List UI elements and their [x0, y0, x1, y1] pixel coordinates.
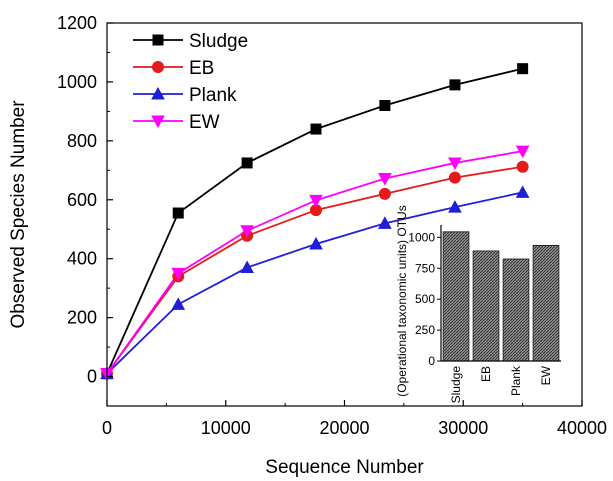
data-point-eb [378, 187, 391, 200]
inset-bar-chart: 0 250 500 750 1000 Sludge EB Plank EW (Operatio… [395, 205, 561, 403]
series-markers [100, 63, 530, 381]
data-point-eb [448, 171, 461, 184]
y-axis-label: Observed Species Number [8, 100, 29, 329]
y-tick-label: 800 [67, 131, 97, 151]
inset-x-tick-label: Sludge [449, 366, 463, 404]
inset-y-axis-label: (Operational taxonomic units) OTUs [395, 205, 409, 396]
x-tick-label: 30000 [438, 418, 488, 438]
data-point-ew [515, 145, 530, 159]
inset-y-tick-label: 0 [428, 354, 435, 368]
inset-x-tick-label: EB [479, 366, 493, 382]
legend: Sludge EB Plank EW [133, 31, 248, 133]
legend-marker-plank [151, 86, 165, 100]
y-tick-label: 1200 [57, 13, 97, 33]
inset-y-tick-label: 1000 [408, 230, 435, 244]
data-point-ew [240, 225, 254, 238]
data-point-plank [171, 297, 186, 310]
inset-bar-eb [472, 250, 500, 362]
legend-marker-sludge [152, 34, 164, 46]
data-point-sludge [449, 79, 461, 91]
x-tick-label: 40000 [557, 418, 607, 438]
inset-y-ticks: 0 250 500 750 1000 [408, 230, 441, 368]
inset-bar-sludge [442, 231, 470, 362]
inset-y-tick-label: 750 [415, 261, 435, 275]
inset-axes [440, 225, 561, 362]
data-point-sludge [310, 123, 322, 135]
legend-label-plank: Plank [189, 85, 237, 106]
y-tick-label: 400 [67, 249, 97, 269]
legend-marker-eb [152, 61, 164, 73]
data-point-plank [448, 200, 462, 213]
data-point-eb [516, 160, 529, 173]
legend-label-ew: EW [189, 112, 220, 133]
legend-marker-ew [151, 115, 165, 129]
data-point-plank [515, 185, 530, 198]
inset-bar-plank [502, 258, 530, 362]
y-tick-label: 0 [87, 367, 97, 387]
inset-y-tick-label: 250 [415, 323, 435, 337]
data-point-ew [309, 194, 323, 208]
inset-x-ticks: Sludge EB Plank EW [449, 365, 553, 403]
inset-bars [442, 231, 560, 362]
data-point-plank [378, 216, 392, 229]
legend-label-sludge: Sludge [189, 31, 248, 52]
x-tick-label: 10000 [201, 418, 251, 438]
data-point-ew [378, 173, 392, 186]
y-tick-label: 1000 [57, 72, 97, 92]
x-tick-label: 20000 [319, 418, 369, 438]
data-point-plank [240, 260, 254, 274]
data-point-sludge [241, 157, 253, 169]
data-point-sludge [172, 207, 184, 219]
legend-label-eb: EB [189, 58, 214, 79]
inset-x-tick-label: Plank [509, 365, 523, 396]
data-point-ew [448, 157, 462, 170]
x-axis-ticks: 0 10000 20000 30000 40000 [102, 400, 607, 438]
inset-x-tick-label: EW [539, 365, 553, 385]
inset-bar-ew [532, 244, 560, 362]
data-point-ew [171, 267, 186, 281]
y-axis-ticks: 0 200 400 600 800 1000 1200 [57, 13, 113, 387]
inset-y-tick-label: 500 [415, 292, 435, 306]
x-tick-label: 0 [102, 418, 112, 438]
data-point-plank [309, 236, 323, 250]
y-tick-label: 600 [67, 190, 97, 210]
data-point-sludge [379, 99, 391, 111]
data-point-sludge [517, 63, 529, 75]
y-tick-label: 200 [67, 308, 97, 328]
x-axis-label: Sequence Number [265, 457, 424, 478]
main-chart: 0 10000 20000 30000 40000 020040060080010001… [8, 13, 607, 478]
